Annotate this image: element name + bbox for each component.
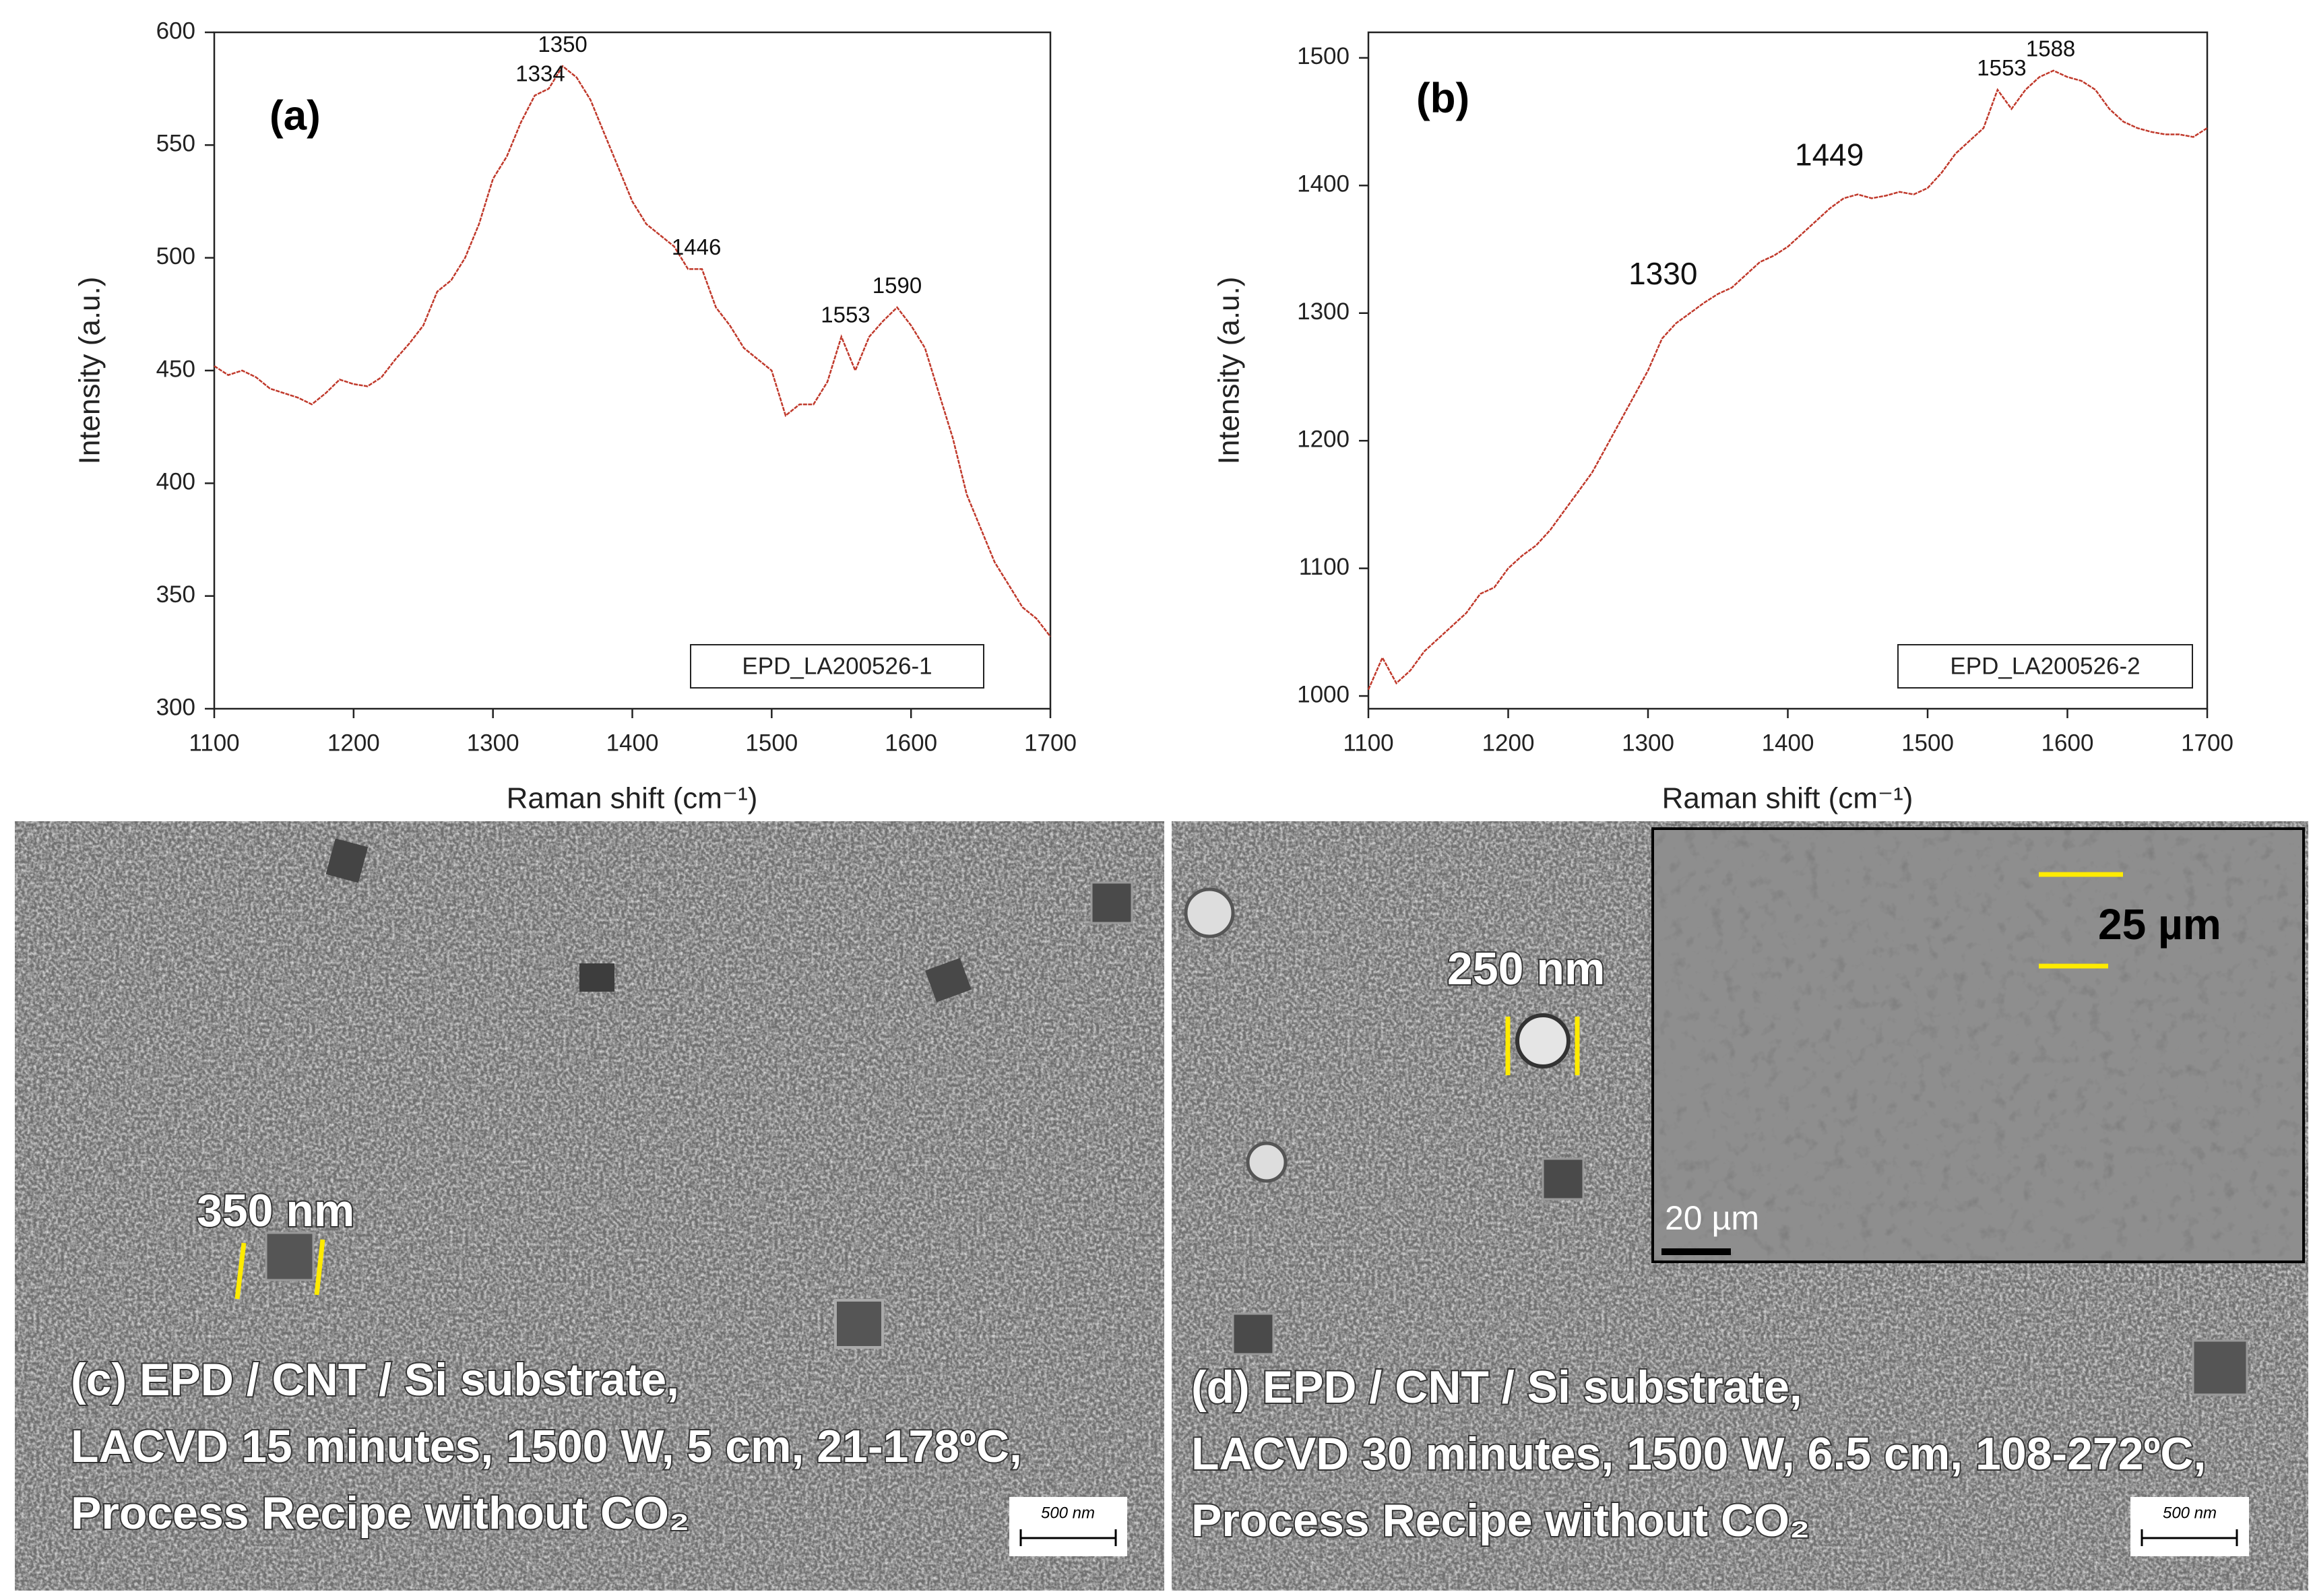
- y-axis-title: Intensity (a.u.): [1213, 277, 1246, 465]
- inset-scale-label: 20 µm: [1665, 1199, 1759, 1237]
- particle: [1246, 1141, 1288, 1183]
- scale-bar: [2141, 1529, 2238, 1546]
- crater: [834, 1299, 884, 1349]
- caption-line: Process Recipe without CO₂: [1191, 1495, 1810, 1546]
- sem-texture: [15, 821, 1164, 1591]
- scale-bar-label: 500 nm: [2163, 1504, 2217, 1522]
- panel-label: (b): [1416, 75, 1469, 121]
- peak-label: 1446: [672, 234, 721, 259]
- feature-label: 250 nm: [1447, 943, 1605, 994]
- x-tick-label: 1100: [1343, 730, 1393, 756]
- size-marker: [314, 1239, 325, 1296]
- peak-label: 1590: [873, 273, 922, 298]
- x-tick-label: 1300: [467, 730, 519, 756]
- x-tick-label: 1200: [1482, 730, 1535, 756]
- y-tick-label: 550: [156, 131, 195, 157]
- crater: [265, 1232, 315, 1281]
- y-tick-label: 1400: [1297, 171, 1350, 197]
- x-axis-title: Raman shift (cm⁻¹): [1662, 782, 1913, 815]
- data-line: [214, 65, 1051, 637]
- x-tick-label: 1300: [1622, 730, 1674, 756]
- y-tick-label: 500: [156, 243, 195, 269]
- x-tick-label: 1100: [189, 730, 239, 756]
- caption-line: (d) EPD / CNT / Si substrate,: [1191, 1362, 1802, 1413]
- particle: [1515, 1013, 1571, 1068]
- crater: [925, 957, 972, 1002]
- caption-line: LACVD 30 minutes, 1500 W, 6.5 cm, 108-27…: [1191, 1428, 2206, 1479]
- inset-feature-label: 25 µm: [2098, 900, 2221, 949]
- y-tick-label: 600: [156, 18, 195, 44]
- crater: [1542, 1157, 1585, 1201]
- caption-line: Process Recipe without CO₂: [71, 1488, 689, 1539]
- peak-label: 1553: [1977, 55, 2026, 80]
- x-tick-label: 1700: [1024, 730, 1077, 756]
- y-tick-label: 1100: [1299, 554, 1350, 580]
- particle: [1184, 887, 1235, 938]
- crater: [1090, 881, 1133, 924]
- sem-image-d: 250 nm (d) EPD / CNT / Si substrate, LAC…: [1172, 821, 2308, 1591]
- x-tick-label: 1400: [1762, 730, 1814, 756]
- y-tick-label: 1200: [1297, 426, 1350, 452]
- y-axis-title: Intensity (a.u.): [73, 277, 106, 465]
- y-tick-label: 450: [156, 356, 195, 382]
- legend-label: EPD_LA200526-2: [1950, 653, 2140, 679]
- legend-box: [690, 644, 984, 689]
- y-tick-label: 1300: [1297, 298, 1350, 325]
- peak-label: 1330: [1628, 256, 1697, 291]
- peak-label: 1588: [2026, 36, 2075, 61]
- feature-label: 350 nm: [197, 1185, 354, 1236]
- scale-bar-label: 500 nm: [1041, 1504, 1095, 1522]
- sem-image-c: 350 nm (c) EPD / CNT / Si substrate, LAC…: [15, 821, 1164, 1591]
- crater: [1232, 1312, 1275, 1355]
- y-tick-label: 300: [156, 694, 195, 720]
- x-tick-label: 1200: [327, 730, 380, 756]
- caption-line: LACVD 15 minutes, 1500 W, 5 cm, 21-178ºC…: [71, 1421, 1022, 1472]
- crater: [325, 838, 369, 883]
- x-tick-label: 1500: [745, 730, 798, 756]
- y-tick-label: 1500: [1297, 43, 1350, 69]
- caption-line: (c) EPD / CNT / Si substrate,: [71, 1354, 679, 1405]
- x-tick-label: 1700: [2181, 730, 2233, 756]
- y-tick-label: 350: [156, 581, 195, 608]
- legend-box: [1897, 644, 2193, 689]
- y-tick-label: 400: [156, 469, 195, 495]
- panel-label: (a): [270, 92, 321, 139]
- inset-image: 25 µm 20 µm: [1651, 827, 2305, 1263]
- crater: [579, 963, 614, 992]
- peak-label: 1350: [538, 32, 587, 57]
- scale-bar-box: [2130, 1497, 2249, 1556]
- x-tick-label: 1400: [606, 730, 659, 756]
- peak-label: 1553: [821, 302, 870, 327]
- y-tick-label: 1000: [1297, 681, 1350, 707]
- peak-label: 1334: [515, 61, 565, 86]
- chart: 1100 1200 1300 1400 1500 1600 1700 300 350 400 450…: [73, 18, 1077, 815]
- crater: [2192, 1339, 2248, 1396]
- data-line: [1367, 69, 2208, 691]
- scale-bar: [1019, 1529, 1117, 1546]
- x-tick-label: 1600: [885, 730, 937, 756]
- x-tick-label: 1600: [2041, 730, 2094, 756]
- x-tick-label: 1500: [1901, 730, 1954, 756]
- peak-label: 1449: [1795, 137, 1864, 172]
- inset-texture: [1654, 830, 2302, 1260]
- size-marker: [234, 1242, 247, 1300]
- scale-bar-box: [1009, 1497, 1127, 1556]
- legend-label: EPD_LA200526-1: [742, 653, 932, 679]
- chart: 1100 1200 1300 1400 1500 1600 1700 1000 1100 1200…: [1213, 31, 2233, 815]
- x-axis-title: Raman shift (cm⁻¹): [507, 782, 758, 815]
